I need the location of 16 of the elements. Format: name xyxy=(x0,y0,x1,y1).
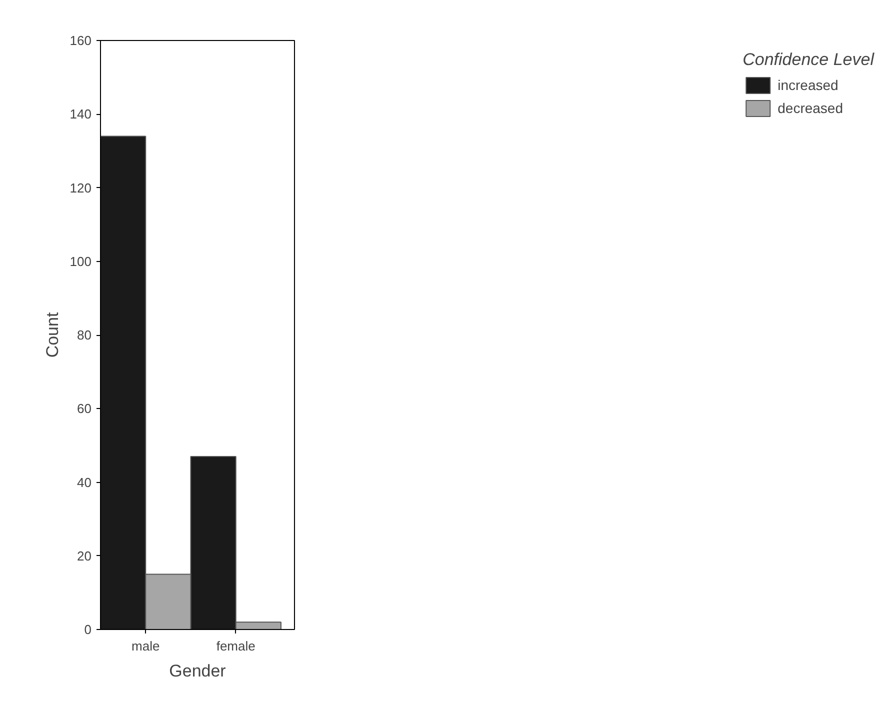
y-axis-title: Count xyxy=(42,312,62,358)
legend-label: increased xyxy=(778,77,838,93)
y-tick-label: 120 xyxy=(70,180,92,196)
x-tick-label: female xyxy=(216,638,256,654)
y-tick-label: 0 xyxy=(84,622,92,637)
y-tick-label: 40 xyxy=(77,474,92,490)
y-tick-label: 80 xyxy=(77,328,92,342)
legend-label: decreased xyxy=(778,100,844,116)
y-tick-label: 20 xyxy=(77,548,92,564)
y-tick-label: 60 xyxy=(77,401,92,416)
x-axis-title: Gender xyxy=(169,662,226,680)
y-tick-label: 100 xyxy=(70,254,92,269)
y-tick-label: 160 xyxy=(70,33,92,48)
legend-title: Confidence Level xyxy=(742,50,874,70)
y-tick-label: 140 xyxy=(70,106,92,122)
x-tick-label: male xyxy=(132,638,160,654)
